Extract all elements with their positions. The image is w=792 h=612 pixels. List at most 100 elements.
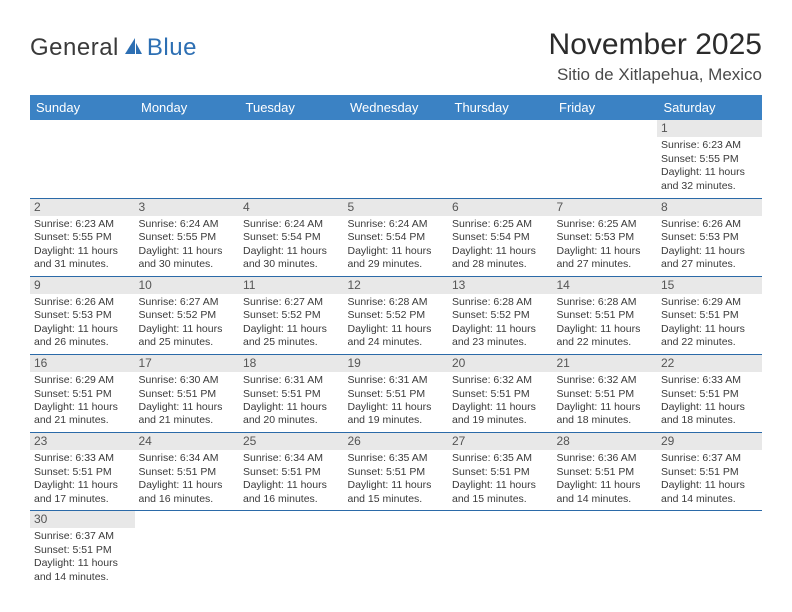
daylight-line: Daylight: 11 hours and 15 minutes. [348,479,445,506]
weekday-header: Friday [553,95,658,120]
weekday-header: Tuesday [239,95,344,120]
sunrise-line: Sunrise: 6:35 AM [452,452,549,465]
calendar-cell: 13Sunrise: 6:28 AMSunset: 5:52 PMDayligh… [448,276,553,354]
calendar-row: 16Sunrise: 6:29 AMSunset: 5:51 PMDayligh… [30,354,762,432]
day-number: 3 [135,199,240,216]
sunrise-line: Sunrise: 6:32 AM [557,374,654,387]
day-number: 1 [657,120,762,137]
sunset-line: Sunset: 5:51 PM [348,388,445,401]
day-number: 28 [553,433,658,450]
brand-logo: General Blue [30,28,197,62]
sunrise-line: Sunrise: 6:23 AM [661,139,758,152]
daylight-line: Daylight: 11 hours and 27 minutes. [557,245,654,272]
sunset-line: Sunset: 5:53 PM [661,231,758,244]
sunset-line: Sunset: 5:51 PM [557,466,654,479]
daylight-line: Daylight: 11 hours and 24 minutes. [348,323,445,350]
day-number: 11 [239,277,344,294]
day-number: 17 [135,355,240,372]
sail-icon [122,38,144,58]
day-number: 29 [657,433,762,450]
day-number: 21 [553,355,658,372]
sunrise-line: Sunrise: 6:28 AM [348,296,445,309]
daylight-line: Daylight: 11 hours and 18 minutes. [557,401,654,428]
calendar-cell-empty [657,510,762,588]
calendar-cell-empty [344,510,449,588]
calendar-cell: 6Sunrise: 6:25 AMSunset: 5:54 PMDaylight… [448,198,553,276]
sunset-line: Sunset: 5:54 PM [452,231,549,244]
sunset-line: Sunset: 5:55 PM [34,231,131,244]
day-number: 30 [30,511,135,528]
calendar-cell: 3Sunrise: 6:24 AMSunset: 5:55 PMDaylight… [135,198,240,276]
daylight-line: Daylight: 11 hours and 26 minutes. [34,323,131,350]
calendar-cell: 23Sunrise: 6:33 AMSunset: 5:51 PMDayligh… [30,432,135,510]
logo-text-1: General [30,34,119,62]
daylight-line: Daylight: 11 hours and 19 minutes. [348,401,445,428]
sunset-line: Sunset: 5:55 PM [661,153,758,166]
day-number: 23 [30,433,135,450]
calendar-page: General Blue November 2025 Sitio de Xitl… [0,0,792,588]
calendar-cell: 11Sunrise: 6:27 AMSunset: 5:52 PMDayligh… [239,276,344,354]
daylight-line: Daylight: 11 hours and 16 minutes. [139,479,236,506]
sunrise-line: Sunrise: 6:34 AM [243,452,340,465]
calendar-cell: 28Sunrise: 6:36 AMSunset: 5:51 PMDayligh… [553,432,658,510]
calendar-cell-empty [239,120,344,198]
calendar-cell: 16Sunrise: 6:29 AMSunset: 5:51 PMDayligh… [30,354,135,432]
calendar-cell: 26Sunrise: 6:35 AMSunset: 5:51 PMDayligh… [344,432,449,510]
day-number: 12 [344,277,449,294]
weekday-header: Wednesday [344,95,449,120]
sunrise-line: Sunrise: 6:30 AM [139,374,236,387]
sunset-line: Sunset: 5:51 PM [661,388,758,401]
sunrise-line: Sunrise: 6:27 AM [139,296,236,309]
calendar-cell: 4Sunrise: 6:24 AMSunset: 5:54 PMDaylight… [239,198,344,276]
daylight-line: Daylight: 11 hours and 28 minutes. [452,245,549,272]
day-number: 19 [344,355,449,372]
sunset-line: Sunset: 5:51 PM [243,388,340,401]
calendar-cell: 22Sunrise: 6:33 AMSunset: 5:51 PMDayligh… [657,354,762,432]
sunset-line: Sunset: 5:54 PM [243,231,340,244]
calendar-cell-empty [135,510,240,588]
sunset-line: Sunset: 5:51 PM [34,388,131,401]
sunrise-line: Sunrise: 6:32 AM [452,374,549,387]
calendar-cell: 5Sunrise: 6:24 AMSunset: 5:54 PMDaylight… [344,198,449,276]
weekday-header: Sunday [30,95,135,120]
day-number: 15 [657,277,762,294]
calendar-cell: 15Sunrise: 6:29 AMSunset: 5:51 PMDayligh… [657,276,762,354]
weekday-header: Thursday [448,95,553,120]
calendar-cell-empty [448,120,553,198]
daylight-line: Daylight: 11 hours and 18 minutes. [661,401,758,428]
daylight-line: Daylight: 11 hours and 16 minutes. [243,479,340,506]
calendar-cell: 14Sunrise: 6:28 AMSunset: 5:51 PMDayligh… [553,276,658,354]
daylight-line: Daylight: 11 hours and 20 minutes. [243,401,340,428]
calendar-cell: 7Sunrise: 6:25 AMSunset: 5:53 PMDaylight… [553,198,658,276]
daylight-line: Daylight: 11 hours and 17 minutes. [34,479,131,506]
sunrise-line: Sunrise: 6:34 AM [139,452,236,465]
sunset-line: Sunset: 5:51 PM [452,466,549,479]
sunset-line: Sunset: 5:52 PM [348,309,445,322]
sunset-line: Sunset: 5:51 PM [557,309,654,322]
daylight-line: Daylight: 11 hours and 22 minutes. [661,323,758,350]
day-number: 10 [135,277,240,294]
day-number: 13 [448,277,553,294]
daylight-line: Daylight: 11 hours and 15 minutes. [452,479,549,506]
sunset-line: Sunset: 5:51 PM [348,466,445,479]
sunset-line: Sunset: 5:53 PM [34,309,131,322]
sunset-line: Sunset: 5:51 PM [661,466,758,479]
calendar-cell: 2Sunrise: 6:23 AMSunset: 5:55 PMDaylight… [30,198,135,276]
calendar-body: 1Sunrise: 6:23 AMSunset: 5:55 PMDaylight… [30,120,762,588]
sunrise-line: Sunrise: 6:29 AM [661,296,758,309]
day-number: 27 [448,433,553,450]
day-number: 9 [30,277,135,294]
sunrise-line: Sunrise: 6:27 AM [243,296,340,309]
calendar-cell-empty [239,510,344,588]
logo-text-2: Blue [147,34,197,62]
calendar-cell-empty [553,510,658,588]
sunrise-line: Sunrise: 6:28 AM [557,296,654,309]
sunrise-line: Sunrise: 6:29 AM [34,374,131,387]
sunset-line: Sunset: 5:52 PM [452,309,549,322]
sunrise-line: Sunrise: 6:35 AM [348,452,445,465]
weekday-header: Monday [135,95,240,120]
sunrise-line: Sunrise: 6:37 AM [661,452,758,465]
sunrise-line: Sunrise: 6:24 AM [139,218,236,231]
sunset-line: Sunset: 5:51 PM [452,388,549,401]
sunrise-line: Sunrise: 6:31 AM [243,374,340,387]
